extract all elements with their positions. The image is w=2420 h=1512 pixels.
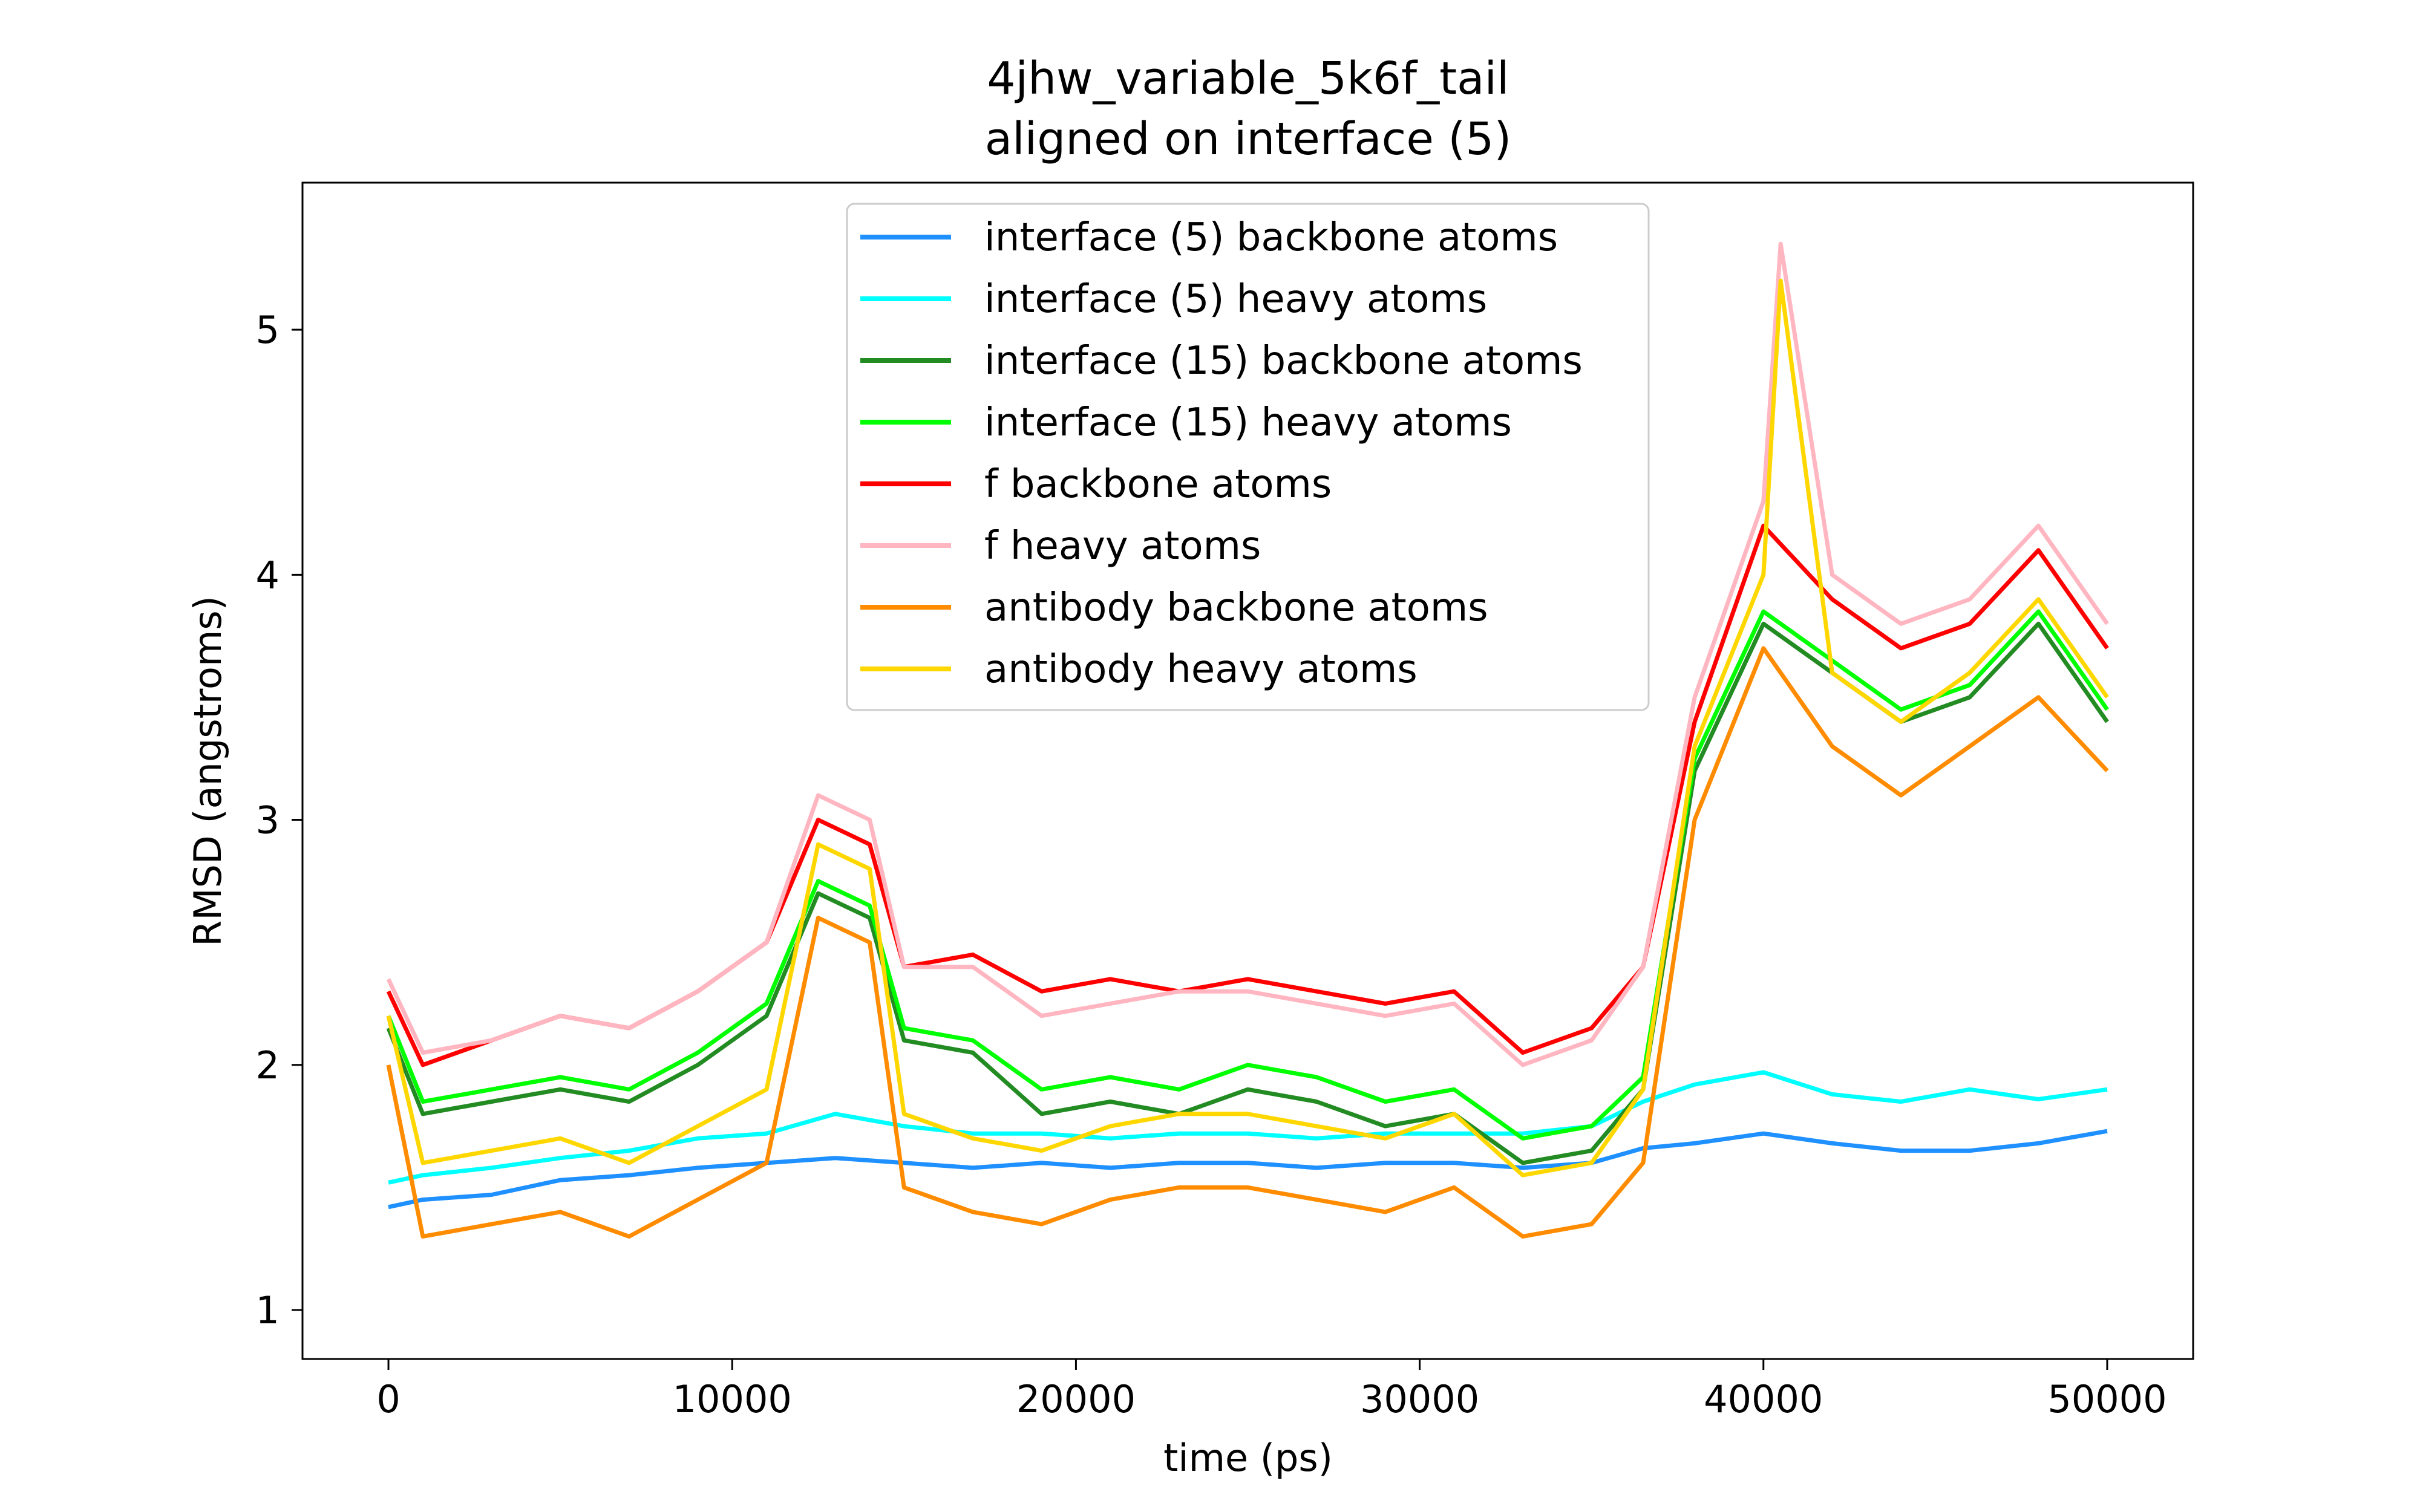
x-axis: 0 10000 20000 30000 40000 50000 (376, 1359, 2167, 1421)
legend-box (846, 203, 1650, 711)
legend-label: antibody backbone atoms (984, 585, 1488, 630)
x-tick-label: 0 (376, 1377, 400, 1421)
legend-label: f backbone atoms (984, 462, 1332, 507)
legend-label: interface (15) heavy atoms (984, 400, 1512, 445)
x-tick-label: 40000 (1704, 1377, 1823, 1421)
chart-title: 4jhw_variable_5k6f_tail (987, 53, 1509, 105)
x-axis-label: time (ps) (1163, 1436, 1333, 1480)
y-tick-label: 3 (256, 798, 280, 842)
series-line-8 (386, 278, 2109, 1178)
series-line-6 (386, 241, 2109, 1067)
legend-label: f heavy atoms (984, 524, 1261, 569)
y-axis: 1 2 3 4 5 (256, 308, 302, 1332)
plot-frame (301, 181, 2194, 1360)
x-tick-label: 10000 (673, 1377, 792, 1421)
chart-subtitle: aligned on interface (5) (985, 113, 1511, 165)
series-line-4 (386, 609, 2109, 1141)
legend-label: interface (15) backbone atoms (984, 339, 1583, 383)
legend-label: antibody heavy atoms (984, 647, 1418, 692)
x-tick-label: 50000 (2047, 1377, 2167, 1421)
y-tick-label: 4 (256, 553, 280, 597)
series-line-2 (388, 1070, 2108, 1185)
x-tick-label: 30000 (1360, 1377, 1479, 1421)
legend: interface (5) backbone atoms interface (5… (846, 203, 1650, 711)
legend-label: interface (5) backbone atoms (984, 215, 1558, 260)
legend-label: interface (5) heavy atoms (984, 277, 1487, 322)
y-tick-label: 5 (256, 308, 280, 352)
series-line-1 (388, 1129, 2108, 1210)
series-line-3 (386, 621, 2109, 1165)
series-line-7 (386, 646, 2109, 1239)
y-tick-label: 2 (256, 1043, 280, 1087)
series-layer (386, 241, 2109, 1239)
y-tick-label: 1 (256, 1288, 280, 1332)
y-axis-label: RMSD (angstroms) (186, 596, 230, 947)
x-tick-label: 20000 (1016, 1377, 1136, 1421)
